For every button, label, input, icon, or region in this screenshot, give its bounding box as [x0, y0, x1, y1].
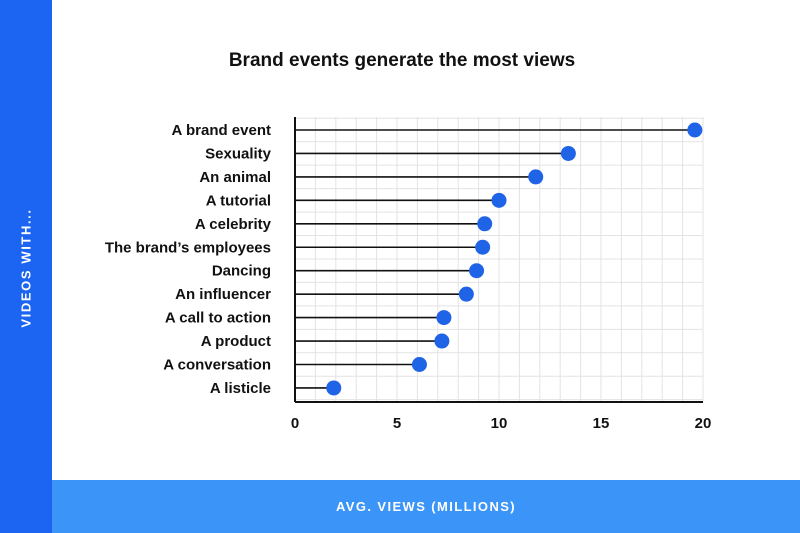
category-label: Dancing	[212, 263, 271, 280]
data-point	[436, 310, 452, 326]
y-axis-band: VIDEOS WITH...	[0, 0, 52, 533]
data-point	[326, 380, 342, 396]
chart-title: Brand events generate the most views	[228, 50, 576, 71]
category-label: A conversation	[163, 357, 271, 374]
data-point	[687, 122, 703, 138]
data-point	[528, 169, 544, 185]
category-label: An animal	[199, 169, 271, 186]
category-label: A tutorial	[206, 192, 271, 209]
data-point	[458, 286, 474, 302]
x-tick-label: 5	[393, 415, 401, 432]
category-label: A listicle	[210, 380, 271, 397]
data-point	[560, 145, 576, 161]
category-label: The brand’s employees	[105, 239, 271, 256]
category-label: An influencer	[175, 286, 271, 303]
data-point	[469, 263, 485, 279]
category-label: A product	[201, 333, 271, 350]
x-axis-band: AVG. VIEWS (MILLIONS)	[52, 480, 800, 533]
x-tick-label: 10	[491, 415, 508, 432]
data-point	[491, 192, 507, 208]
x-tick-label: 15	[593, 415, 610, 432]
dots	[326, 122, 703, 396]
x-tick-label: 0	[291, 415, 299, 432]
gridlines	[294, 117, 704, 402]
x-axis-title: AVG. VIEWS (MILLIONS)	[335, 499, 517, 514]
category-label: Sexuality	[205, 145, 272, 162]
x-tick-label: 20	[695, 415, 712, 432]
category-label: A call to action	[165, 310, 271, 327]
data-point	[434, 333, 450, 349]
category-label: A brand event	[172, 122, 271, 139]
x-tick-labels: 0 5 10 15 20	[291, 415, 712, 432]
lollipop-chart: A brand event Sexuality An animal A tutoria…	[105, 117, 712, 432]
category-labels: A brand event Sexuality An animal A tutoria…	[105, 122, 272, 397]
data-point	[475, 239, 491, 255]
data-point	[411, 357, 427, 372]
category-label: A celebrity	[195, 216, 272, 233]
data-point	[477, 216, 493, 232]
